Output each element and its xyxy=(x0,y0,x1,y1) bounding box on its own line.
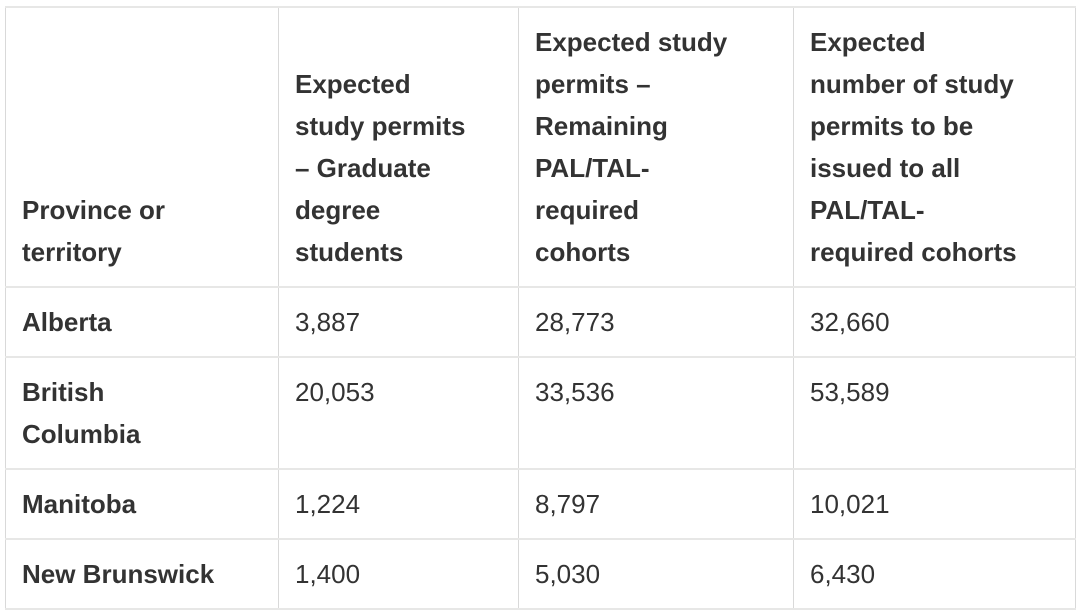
col-header-expected-permits-total-pal-tal: Expected number of study permits to be i… xyxy=(793,6,1076,288)
header-row: Province or territory Expected study per… xyxy=(5,6,1076,288)
row-header-province: New Brunswick xyxy=(5,538,279,610)
study-permits-table-container: Province or territory Expected study per… xyxy=(5,6,1076,610)
cell-remaining-permits: 28,773 xyxy=(518,286,794,358)
col-header-expected-permits-graduate: Expected study permits – Graduate degree… xyxy=(278,6,519,288)
cell-total-permits: 32,660 xyxy=(793,286,1076,358)
cell-total-permits: 6,430 xyxy=(793,538,1076,610)
study-permits-table: Province or territory Expected study per… xyxy=(5,6,1076,610)
cell-total-permits: 53,589 xyxy=(793,356,1076,470)
row-header-province: British Columbia xyxy=(5,356,279,470)
table-row-british-columbia: British Columbia 20,053 33,536 53,589 xyxy=(5,356,1076,470)
cell-grad-permits: 1,224 xyxy=(278,468,519,540)
cell-remaining-permits: 33,536 xyxy=(518,356,794,470)
cell-total-permits: 10,021 xyxy=(793,468,1076,540)
row-header-province: Manitoba xyxy=(5,468,279,540)
table-row-new-brunswick: New Brunswick 1,400 5,030 6,430 xyxy=(5,538,1076,610)
cell-grad-permits: 3,887 xyxy=(278,286,519,358)
col-header-province-or-territory: Province or territory xyxy=(5,6,279,288)
cell-remaining-permits: 8,797 xyxy=(518,468,794,540)
row-header-province: Alberta xyxy=(5,286,279,358)
cell-remaining-permits: 5,030 xyxy=(518,538,794,610)
cell-grad-permits: 20,053 xyxy=(278,356,519,470)
col-header-expected-permits-remaining-pal-tal: Expected study permits – Remaining PAL/T… xyxy=(518,6,794,288)
table-row-manitoba: Manitoba 1,224 8,797 10,021 xyxy=(5,468,1076,540)
cell-grad-permits: 1,400 xyxy=(278,538,519,610)
table-row-alberta: Alberta 3,887 28,773 32,660 xyxy=(5,286,1076,358)
